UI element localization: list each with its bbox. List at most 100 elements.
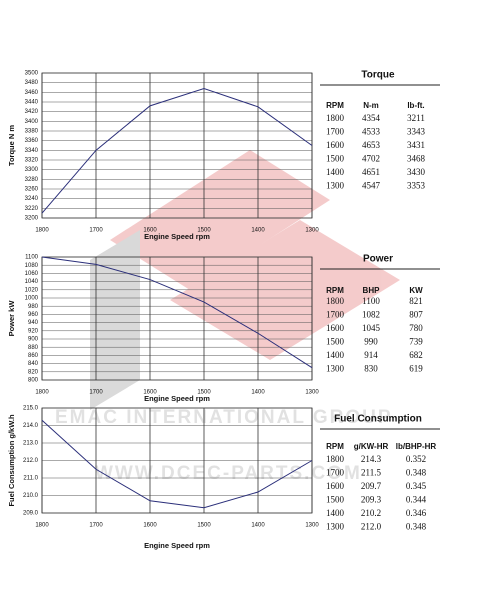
y-tick-label: 210.0	[23, 493, 39, 499]
y-tick-label: 3500	[25, 71, 39, 77]
table-cell: 3211	[407, 113, 425, 123]
table-cell: 619	[409, 364, 423, 374]
table-cell: 990	[364, 337, 378, 347]
x-tick-label: 1600	[143, 228, 157, 234]
x-tick-label: 1500	[197, 390, 211, 396]
x-tick-label: 1700	[89, 523, 103, 529]
y-tick-label: 3360	[25, 138, 39, 144]
y-tick-label: 215.0	[23, 406, 39, 412]
table-cell: 1600	[326, 323, 345, 333]
x-tick-label: 1800	[35, 390, 49, 396]
y-tick-label: 900	[28, 337, 39, 343]
table-cell: 1400	[326, 167, 345, 177]
table-cell: 1800	[326, 454, 345, 464]
table-header: BHP	[363, 286, 381, 295]
table-cell: 209.3	[361, 495, 382, 505]
table-cell: 1500	[326, 154, 345, 164]
y-tick-label: 213.0	[23, 441, 39, 447]
table-cell: 1300	[326, 522, 345, 532]
y-tick-label: 3240	[25, 196, 39, 202]
table-cell: 1300	[326, 181, 345, 191]
table-cell: 0.348	[406, 522, 427, 532]
y-tick-label: 880	[28, 345, 39, 351]
y-tick-label: 3480	[25, 80, 39, 86]
y-tick-label: 1000	[25, 296, 39, 302]
table-cell: 1400	[326, 508, 345, 518]
watermark-text: WWW.DCEC-PARTS.COM	[95, 463, 362, 484]
table-header: RPM	[326, 286, 344, 295]
table-cell: 1500	[326, 337, 345, 347]
table-cell: 4533	[362, 127, 381, 137]
watermark-text: EMAC INTERNATIONAL GROUP	[55, 407, 393, 428]
y-tick-label: 840	[28, 361, 39, 367]
x-tick-label: 1800	[35, 228, 49, 234]
y-tick-label: 3220	[25, 206, 39, 212]
data-line	[41, 419, 313, 509]
table-cell: 211.5	[361, 468, 381, 478]
table-cell: 1800	[326, 296, 345, 306]
table-cell: 4651	[362, 167, 380, 177]
x-tick-label: 1400	[251, 523, 265, 529]
y-tick-label: 860	[28, 353, 39, 359]
x-axis-label: Engine Speed rpm	[144, 394, 210, 403]
table-header: KW	[409, 286, 423, 295]
table-cell: 1400	[326, 350, 345, 360]
table-cell: 1300	[326, 364, 345, 374]
table-header: RPM	[326, 101, 344, 110]
y-tick-label: 1080	[25, 263, 39, 269]
table-cell: 3343	[407, 127, 426, 137]
table-cell: 1700	[326, 468, 345, 478]
y-tick-label: 3300	[25, 167, 39, 173]
table-cell: 1700	[326, 310, 345, 320]
y-tick-label: 214.0	[23, 423, 39, 429]
y-tick-label: 940	[28, 320, 39, 326]
table-cell: 807	[409, 310, 423, 320]
table-cell: 3430	[407, 167, 426, 177]
y-tick-label: 820	[28, 369, 39, 375]
x-tick-label: 1700	[89, 228, 103, 234]
table-cell: 830	[364, 364, 378, 374]
table-cell: 212.0	[361, 522, 382, 532]
data-line	[41, 256, 313, 369]
table-cell: 0.346	[406, 508, 427, 518]
table-cell: 0.348	[406, 468, 427, 478]
y-tick-label: 3380	[25, 129, 39, 135]
table-title: Power	[363, 254, 393, 265]
table-cell: 1600	[326, 140, 345, 150]
x-tick-label: 1700	[89, 390, 103, 396]
x-tick-label: 1600	[143, 390, 157, 396]
table-cell: 1100	[362, 296, 380, 306]
x-tick-label: 1600	[143, 523, 157, 529]
table-cell: 3468	[407, 154, 426, 164]
table-cell: 210.2	[361, 508, 381, 518]
table-cell: 0.352	[406, 454, 426, 464]
x-tick-label: 1300	[305, 228, 319, 234]
table-header: g/KW-HR	[354, 442, 389, 451]
y-tick-label: 3400	[25, 119, 39, 125]
y-axis-label: Power kW	[7, 300, 16, 337]
table-cell: 1500	[326, 495, 345, 505]
table-cell: 1700	[326, 127, 345, 137]
y-tick-label: 3200	[25, 216, 39, 222]
y-tick-label: 3260	[25, 187, 39, 193]
table-cell: 682	[409, 350, 423, 360]
table-cell: 4354	[362, 113, 381, 123]
table-header: lb-ft.	[407, 101, 424, 110]
x-tick-label: 1300	[305, 523, 319, 529]
table-cell: 1800	[326, 113, 345, 123]
y-tick-label: 3340	[25, 148, 39, 154]
y-tick-label: 980	[28, 304, 39, 310]
y-axis-label: Fuel Consumption g/kW.h	[7, 414, 16, 506]
table-cell: 1600	[326, 481, 345, 491]
table-cell: 1045	[362, 323, 381, 333]
y-tick-label: 1100	[25, 255, 39, 261]
y-tick-label: 1060	[25, 271, 39, 277]
y-tick-label: 960	[28, 312, 39, 318]
x-axis-label: Engine Speed rpm	[144, 541, 210, 550]
table-cell: 780	[409, 323, 423, 333]
table-header: N-m	[363, 101, 379, 110]
table-cell: 3353	[407, 181, 426, 191]
x-tick-label: 1400	[251, 390, 265, 396]
x-tick-label: 1500	[197, 228, 211, 234]
table-cell: 914	[364, 350, 378, 360]
